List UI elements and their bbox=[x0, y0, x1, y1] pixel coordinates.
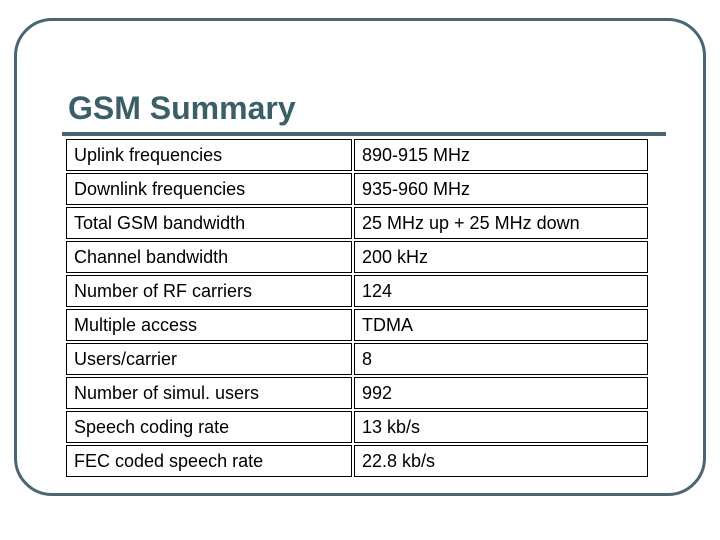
row-label: Uplink frequencies bbox=[66, 139, 352, 171]
row-value: 22.8 kb/s bbox=[354, 445, 648, 477]
row-value: 25 MHz up + 25 MHz down bbox=[354, 207, 648, 239]
row-label: Speech coding rate bbox=[66, 411, 352, 443]
row-label: Number of simul. users bbox=[66, 377, 352, 409]
row-value: 13 kb/s bbox=[354, 411, 648, 443]
table-row: Uplink frequencies 890-915 MHz bbox=[66, 139, 648, 171]
slide-title: GSM Summary bbox=[68, 90, 296, 126]
row-label: Downlink frequencies bbox=[66, 173, 352, 205]
table-row: Number of RF carriers 124 bbox=[66, 275, 648, 307]
row-label: Number of RF carriers bbox=[66, 275, 352, 307]
row-value: 200 kHz bbox=[354, 241, 648, 273]
table-row: Multiple access TDMA bbox=[66, 309, 648, 341]
row-value: 992 bbox=[354, 377, 648, 409]
row-label: Multiple access bbox=[66, 309, 352, 341]
row-label: Users/carrier bbox=[66, 343, 352, 375]
row-label: Channel bandwidth bbox=[66, 241, 352, 273]
row-label: Total GSM bandwidth bbox=[66, 207, 352, 239]
row-value: 935-960 MHz bbox=[354, 173, 648, 205]
gsm-summary-table: Uplink frequencies 890-915 MHz Downlink … bbox=[64, 137, 650, 479]
table-row: FEC coded speech rate 22.8 kb/s bbox=[66, 445, 648, 477]
table-row: Number of simul. users 992 bbox=[66, 377, 648, 409]
row-value: 890-915 MHz bbox=[354, 139, 648, 171]
row-label: FEC coded speech rate bbox=[66, 445, 352, 477]
row-value: 8 bbox=[354, 343, 648, 375]
table-row: Total GSM bandwidth 25 MHz up + 25 MHz d… bbox=[66, 207, 648, 239]
row-value: TDMA bbox=[354, 309, 648, 341]
table-row: Downlink frequencies 935-960 MHz bbox=[66, 173, 648, 205]
table-row: Speech coding rate 13 kb/s bbox=[66, 411, 648, 443]
title-underline bbox=[62, 132, 666, 136]
table-row: Channel bandwidth 200 kHz bbox=[66, 241, 648, 273]
row-value: 124 bbox=[354, 275, 648, 307]
table-row: Users/carrier 8 bbox=[66, 343, 648, 375]
